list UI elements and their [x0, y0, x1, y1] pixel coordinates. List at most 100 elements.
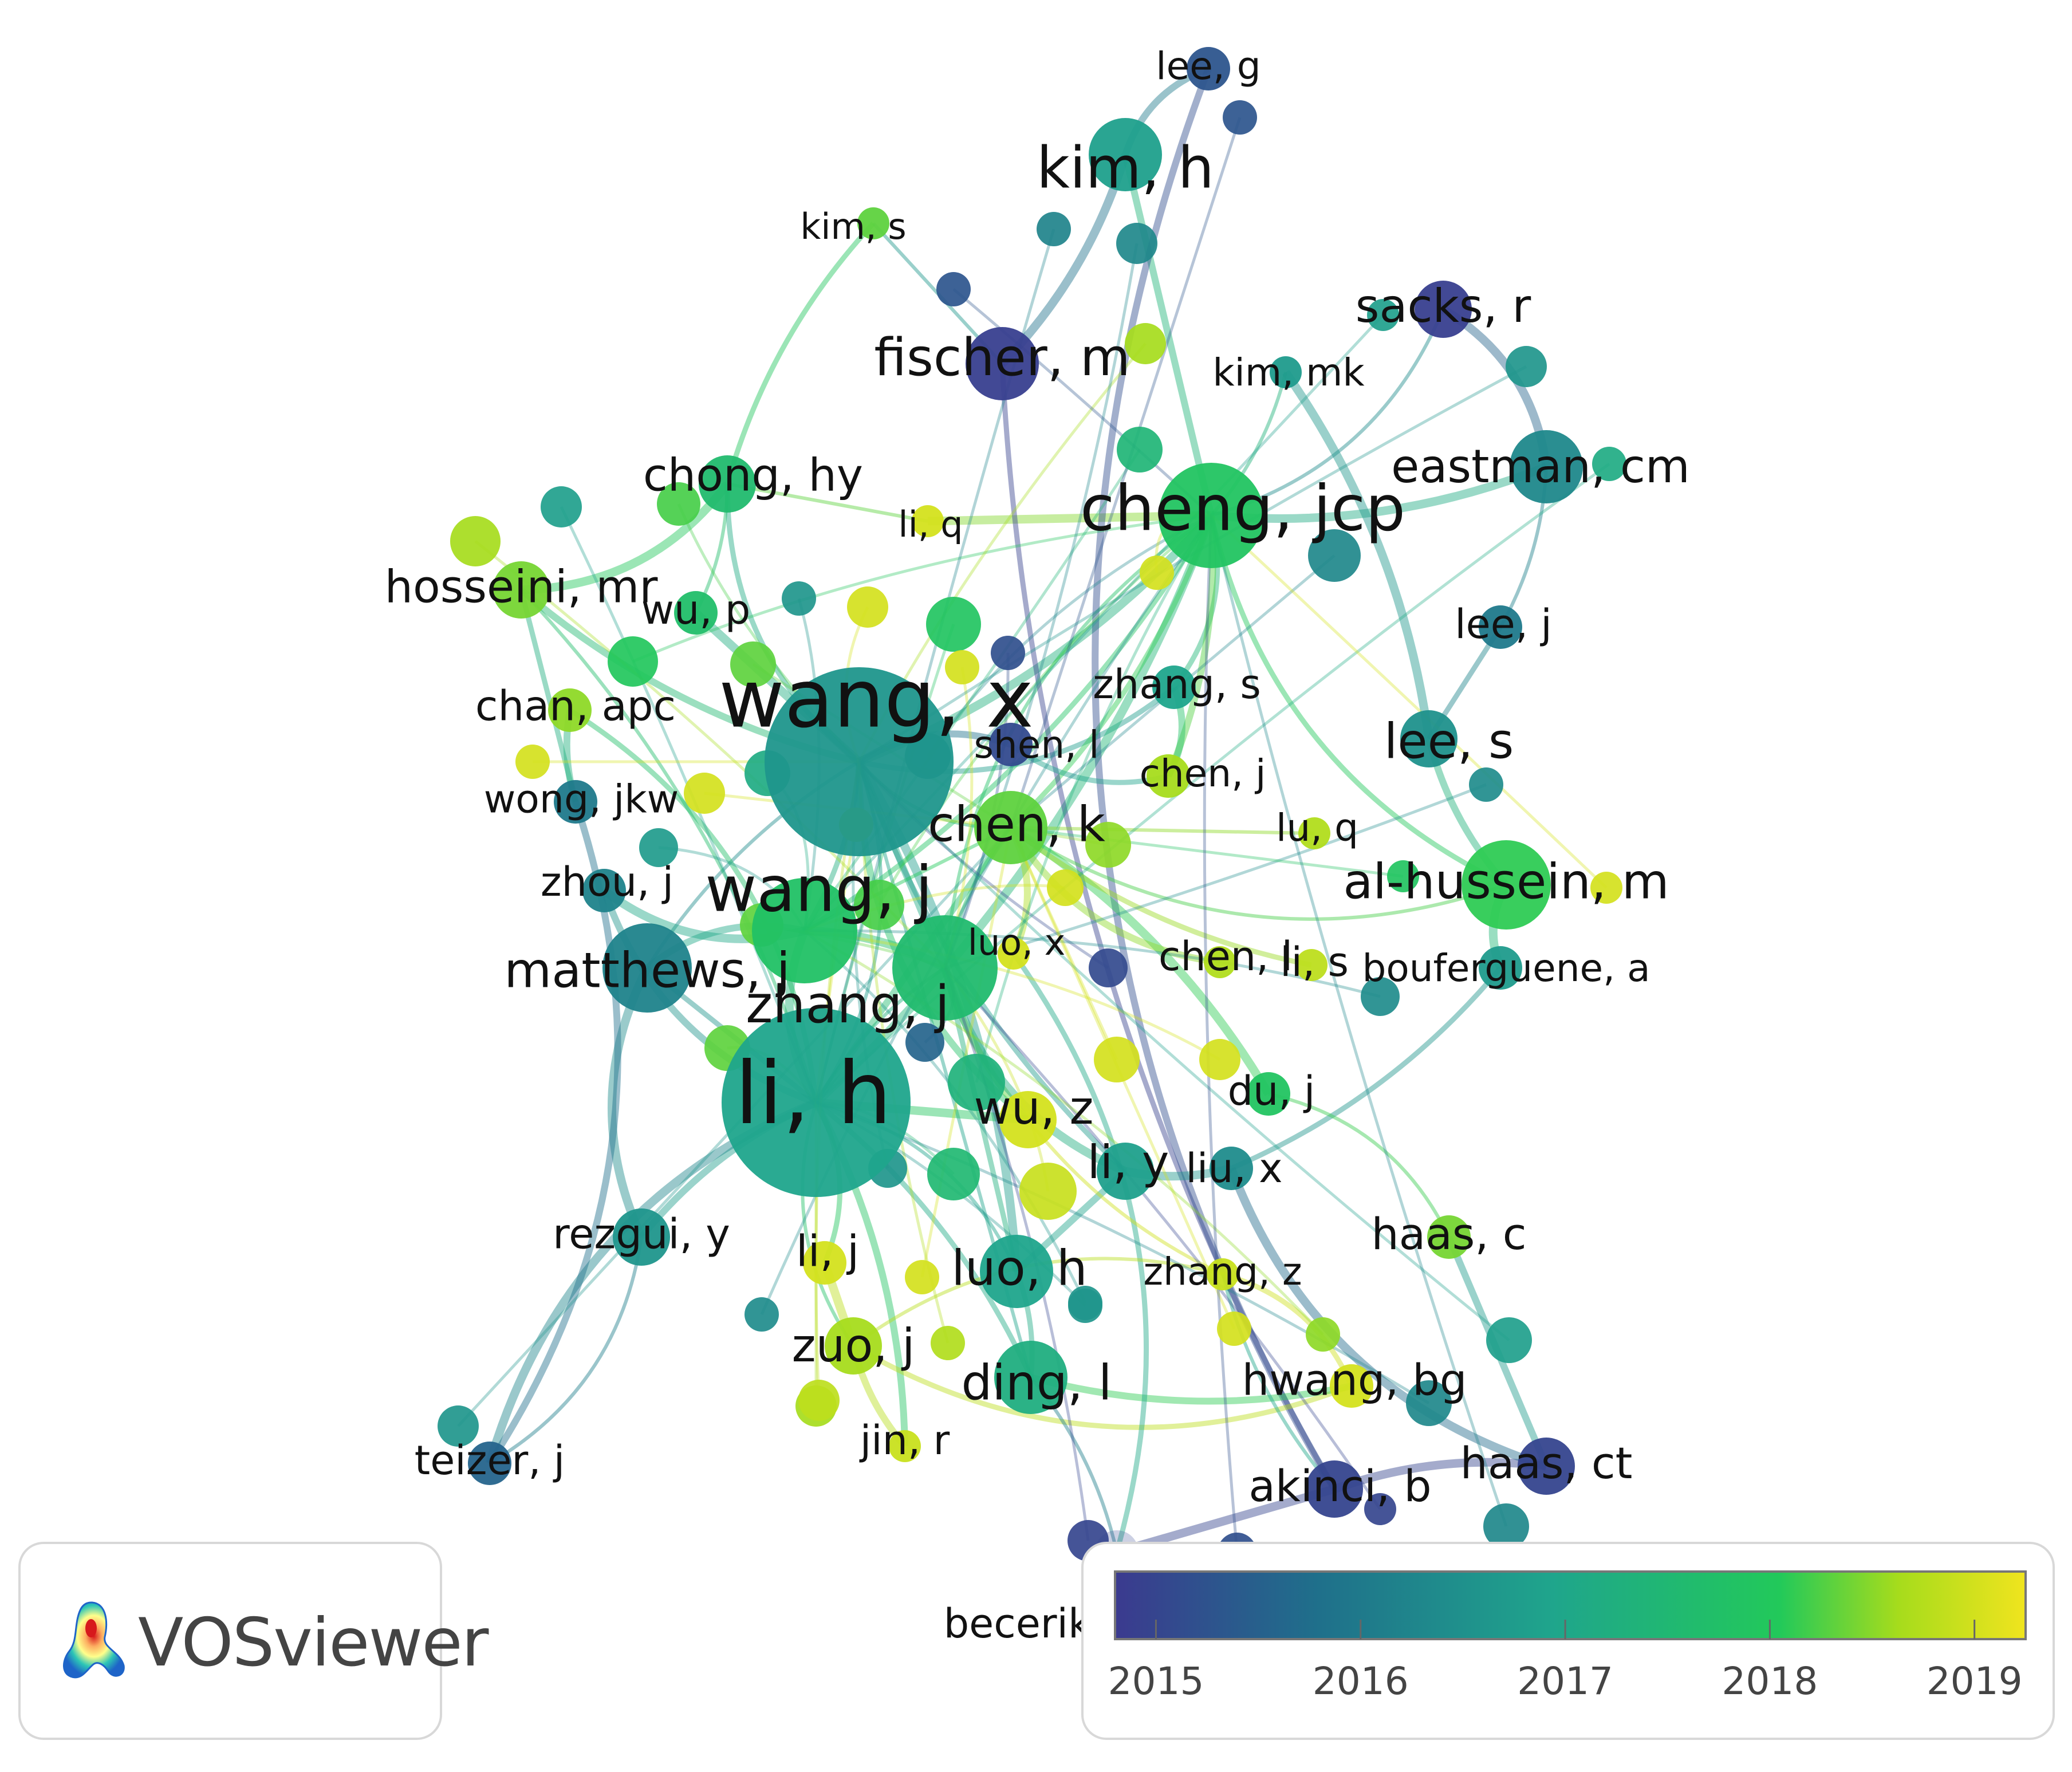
node-cheng-jcp[interactable]: [1159, 463, 1264, 568]
node-luo-h[interactable]: [980, 1235, 1053, 1308]
minor-node-52[interactable]: [1217, 1312, 1251, 1346]
minor-node-41[interactable]: [1367, 299, 1399, 331]
minor-node-30[interactable]: [931, 1326, 965, 1360]
minor-node-34[interactable]: [1308, 529, 1361, 582]
node-teizer-j[interactable]: [468, 1442, 511, 1485]
node-matthews-j[interactable]: [602, 923, 692, 1013]
link-rezgui_y-teizer_j: [489, 1237, 643, 1465]
minor-node-44[interactable]: [1469, 767, 1503, 802]
node-hwang-bg[interactable]: [1330, 1364, 1373, 1408]
node-akinci-b[interactable]: [1306, 1460, 1363, 1518]
minor-node-38[interactable]: [1116, 223, 1157, 264]
node-haas-c[interactable]: [1427, 1215, 1471, 1259]
node-lee-j[interactable]: [1479, 605, 1522, 649]
minor-node-49[interactable]: [1406, 1380, 1452, 1426]
minor-node-4[interactable]: [730, 641, 776, 687]
minor-node-51[interactable]: [1483, 1503, 1529, 1549]
minor-node-33[interactable]: [1140, 556, 1174, 590]
node-chan-apc[interactable]: [548, 688, 592, 732]
minor-node-25[interactable]: [927, 1148, 980, 1200]
minor-node-0[interactable]: [657, 482, 700, 526]
node-zhang-z[interactable]: [1207, 1258, 1239, 1290]
node-luo-x[interactable]: [998, 938, 1030, 970]
minor-node-5[interactable]: [782, 581, 816, 616]
node-lee-s[interactable]: [1400, 710, 1458, 767]
node-li-y[interactable]: [1097, 1143, 1154, 1200]
node-ding-l[interactable]: [994, 1341, 1067, 1414]
node-li-h[interactable]: [722, 1008, 911, 1197]
minor-node-22[interactable]: [1094, 1037, 1140, 1082]
minor-node-2[interactable]: [450, 516, 501, 566]
node-wang-j[interactable]: [752, 878, 857, 983]
minor-node-15[interactable]: [854, 880, 904, 930]
minor-node-50[interactable]: [1364, 1493, 1396, 1525]
node-al-hussein-m[interactable]: [1462, 840, 1551, 930]
minor-node-26[interactable]: [1019, 1163, 1077, 1220]
node-chen-l[interactable]: [1204, 946, 1236, 978]
node-rezgui-y[interactable]: [613, 1208, 670, 1266]
minor-node-43[interactable]: [1592, 447, 1626, 481]
minor-node-16[interactable]: [1085, 822, 1131, 868]
minor-node-54[interactable]: [798, 1380, 840, 1421]
node-wong-jkw[interactable]: [554, 780, 597, 824]
minor-node-27[interactable]: [744, 1297, 779, 1332]
node-haas-ct[interactable]: [1518, 1438, 1575, 1495]
node-zhang-j[interactable]: [892, 915, 998, 1021]
node-wu-z[interactable]: [999, 1091, 1057, 1148]
minor-node-28[interactable]: [905, 1260, 939, 1294]
minor-node-53[interactable]: [1306, 1317, 1340, 1352]
minor-node-17[interactable]: [1047, 869, 1084, 906]
node-hosseini-mr[interactable]: [493, 561, 550, 619]
node-zuo-j[interactable]: [825, 1317, 882, 1375]
minor-node-20[interactable]: [905, 1023, 944, 1062]
node-shen-l[interactable]: [989, 723, 1033, 766]
node-eastman-cm[interactable]: [1510, 430, 1583, 503]
minor-node-59[interactable]: [639, 828, 678, 867]
node-chen-k[interactable]: [974, 791, 1047, 864]
minor-node-45[interactable]: [1590, 872, 1622, 904]
minor-node-10[interactable]: [684, 773, 725, 814]
minor-node-37[interactable]: [1037, 212, 1071, 246]
node-liu-x[interactable]: [1210, 1147, 1253, 1190]
minor-node-21[interactable]: [948, 1054, 1005, 1111]
node-kim-s[interactable]: [857, 207, 889, 239]
minor-node-6[interactable]: [847, 586, 888, 628]
minor-node-40[interactable]: [1223, 100, 1257, 135]
node-du-j[interactable]: [1247, 1072, 1290, 1116]
minor-node-58[interactable]: [438, 1405, 479, 1447]
minor-node-39[interactable]: [936, 272, 971, 306]
node-li-q[interactable]: [912, 505, 944, 537]
node-wu-p[interactable]: [674, 591, 718, 635]
node-zhang-s[interactable]: [1152, 666, 1196, 709]
node-chong-hy[interactable]: [699, 455, 756, 513]
minor-node-12[interactable]: [515, 745, 550, 779]
minor-node-47[interactable]: [1361, 977, 1400, 1016]
node-sacks-r[interactable]: [1415, 281, 1472, 338]
node-li-j[interactable]: [803, 1241, 846, 1285]
minor-node-42[interactable]: [1506, 346, 1547, 387]
node-bouferguene-a[interactable]: [1479, 946, 1522, 990]
node-lu-q[interactable]: [1298, 817, 1330, 849]
node-kim-mk[interactable]: [1270, 356, 1302, 388]
node-jin-r[interactable]: [889, 1430, 921, 1462]
node-lee-g[interactable]: [1187, 47, 1230, 90]
node-zhou-j[interactable]: [582, 869, 626, 912]
node-chen-j[interactable]: [1147, 754, 1190, 798]
node-fischer-m[interactable]: [966, 327, 1039, 400]
minor-node-18[interactable]: [1089, 948, 1128, 987]
minor-node-7[interactable]: [926, 597, 981, 652]
minor-node-23[interactable]: [1199, 1039, 1240, 1080]
node-kim-h[interactable]: [1089, 118, 1162, 191]
node-wang-x[interactable]: [765, 667, 954, 856]
minor-node-3[interactable]: [608, 636, 658, 687]
node-li-s[interactable]: [1295, 949, 1328, 981]
minor-node-1[interactable]: [541, 486, 582, 527]
minor-node-36[interactable]: [1125, 323, 1166, 364]
minor-node-55[interactable]: [1068, 1289, 1102, 1323]
minor-node-46[interactable]: [1387, 860, 1419, 892]
minor-node-35[interactable]: [1117, 427, 1163, 472]
minor-node-32[interactable]: [945, 650, 979, 684]
minor-node-8[interactable]: [991, 636, 1025, 670]
minor-node-48[interactable]: [1486, 1317, 1532, 1363]
